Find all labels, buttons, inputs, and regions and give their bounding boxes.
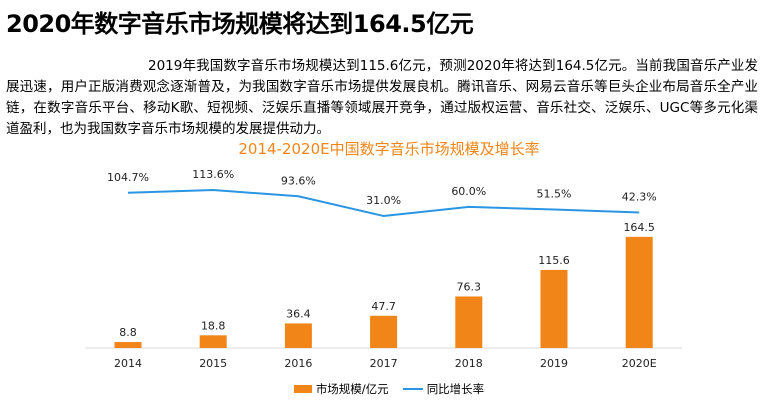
bar-2015 <box>199 335 227 348</box>
x-tick-label-2016: 2016 <box>284 357 312 370</box>
x-tick-label-2017: 2017 <box>370 357 398 370</box>
bar-2014 <box>114 342 142 348</box>
growth-rate-line <box>127 188 640 218</box>
chart-legend: 市场规模/亿元 同比增长率 <box>0 381 778 397</box>
x-tick-label-2018: 2018 <box>455 357 483 370</box>
x-tick-label-2019: 2019 <box>540 357 568 370</box>
chart-title: 2014-2020E中国数字音乐市场规模及增长率 <box>238 140 540 158</box>
line-label-2018: 60.0% <box>451 185 486 198</box>
line-label-2020E: 42.3% <box>622 190 657 203</box>
x-tick-label-2020E: 2020E <box>622 357 657 370</box>
x-tick-label-2015: 2015 <box>199 357 227 370</box>
bar-2017 <box>370 315 398 348</box>
bar-2019 <box>540 269 568 348</box>
bar-label-2018: 76.3 <box>457 280 482 293</box>
bar-2020E <box>625 236 653 348</box>
line-label-2014: 104.7% <box>107 171 149 184</box>
line-label-2017: 31.0% <box>366 194 401 207</box>
line-label-2015: 113.6% <box>192 168 234 181</box>
bar-label-2014: 8.8 <box>119 326 137 339</box>
intro-paragraph: 2019年我国数字音乐市场规模达到115.6亿元，预测2020年将达到164.5… <box>6 58 758 137</box>
line-label-2016: 93.6% <box>281 174 316 187</box>
page-title: 2020年数字音乐市场规模将达到164.5亿元 <box>6 10 474 38</box>
bar-label-2019: 115.6 <box>538 254 570 267</box>
x-tick-label-2014: 2014 <box>114 357 142 370</box>
bar-label-2015: 18.8 <box>201 319 226 332</box>
bar-label-2016: 36.4 <box>286 307 311 320</box>
bar-label-2020E: 164.5 <box>623 221 655 234</box>
legend-swatch-bar <box>293 385 312 393</box>
bar-2018 <box>455 296 483 348</box>
bar-2016 <box>284 323 312 348</box>
bar-label-2017: 47.7 <box>371 300 396 313</box>
legend-label-line: 同比增长率 <box>426 382 485 396</box>
line-label-2019: 51.5% <box>537 188 572 201</box>
legend-swatch-line <box>402 388 423 390</box>
legend-item-line: 同比增长率 <box>402 381 485 397</box>
legend-label-bar: 市场规模/亿元 <box>315 382 389 396</box>
legend-item-bar: 市场规模/亿元 <box>293 381 389 397</box>
